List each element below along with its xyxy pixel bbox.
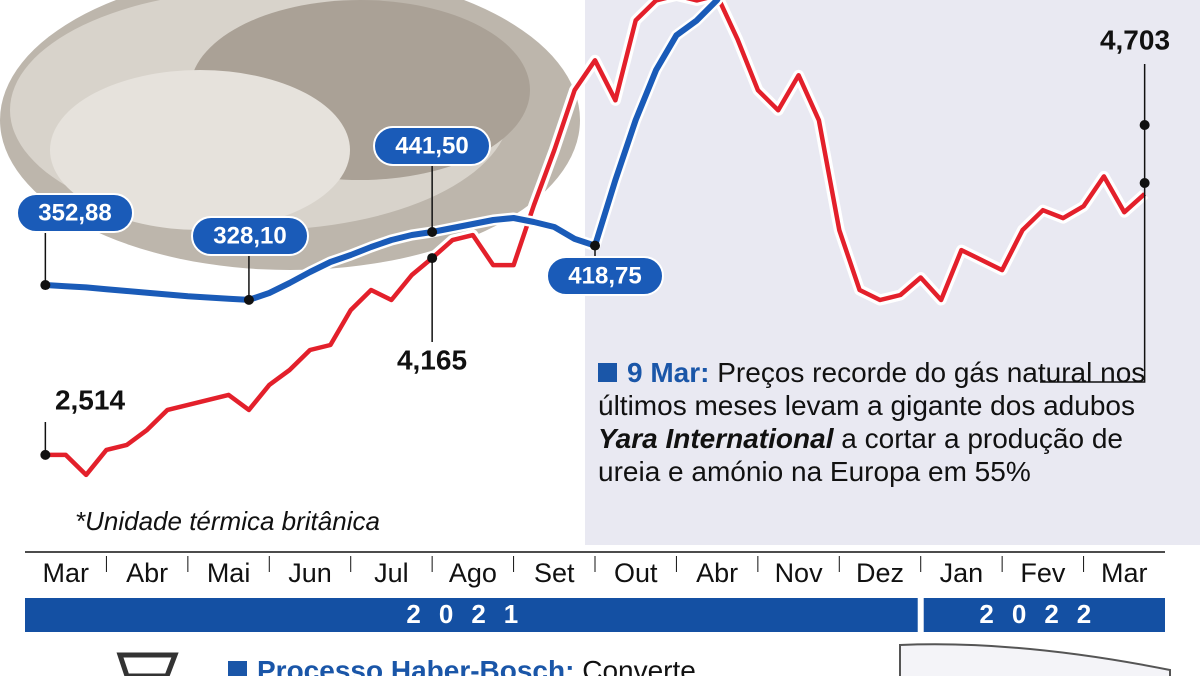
x-tick-label: Fev [1020,558,1066,588]
leader-dot [427,253,438,264]
year-label: 2022 [979,599,1109,629]
x-tick-label: Ago [449,558,497,588]
x-tick-label: Mar [1101,558,1148,588]
annotation-lead: 9 Mar: [627,357,710,388]
x-tick-label: Dez [856,558,904,588]
series-line [45,0,1147,478]
fertilizer-photo [0,0,580,270]
x-tick-label: Out [614,558,658,588]
footer-lead: Processo Haber-Bosch: [257,655,575,676]
x-tick-label: Abr [696,558,738,588]
value-label: 441,50 [395,132,468,159]
annotation-text: Preços recorde do gás natural nos último… [598,357,1146,421]
x-tick-label: Jun [288,558,332,588]
footer-text: Converte [582,655,696,676]
label-pill [546,256,664,296]
value-label: 4,703 [1100,24,1170,55]
label-pill [191,216,309,256]
annotation: 9 Mar: Preços recorde do gás natural nos… [598,356,1158,488]
annotation-emphasis: Yara International [598,423,834,454]
icon [899,643,1171,676]
x-tick-label: Jan [940,558,984,588]
leader-dot [590,240,600,251]
value-label: 4,165 [397,344,467,375]
x-tick-label: Mai [207,558,251,588]
value-label: 418,75 [568,262,641,289]
value-label: 328,10 [213,222,286,249]
x-tick-label: Jul [374,558,409,588]
x-tick-label: Mar [42,558,89,588]
x-tick-label: Nov [775,558,824,588]
label-pill [373,126,491,166]
leader-dot [427,226,438,237]
series-line [45,0,721,303]
leader [1040,183,1146,383]
value-label: 352,88 [38,199,111,226]
x-tick-label: Abr [126,558,168,588]
label-pill [16,193,134,233]
year-label: 2021 [406,599,536,629]
leader-dot [40,449,51,460]
leader-dot [1139,120,1150,130]
icon [116,652,179,676]
year-band [25,598,918,632]
annotation-text: a cortar a produção de ureia e amónio na… [598,423,1124,487]
year-band [923,598,1165,632]
value-label: 2,514 [55,384,125,415]
footer: Processo Haber-Bosch: Converte [228,655,696,676]
leader-dot [243,294,254,305]
footnote: *Unidade térmica britânica [75,506,380,536]
leader-dot [40,280,51,291]
x-tick-label: Set [534,558,575,588]
background [585,0,1200,545]
